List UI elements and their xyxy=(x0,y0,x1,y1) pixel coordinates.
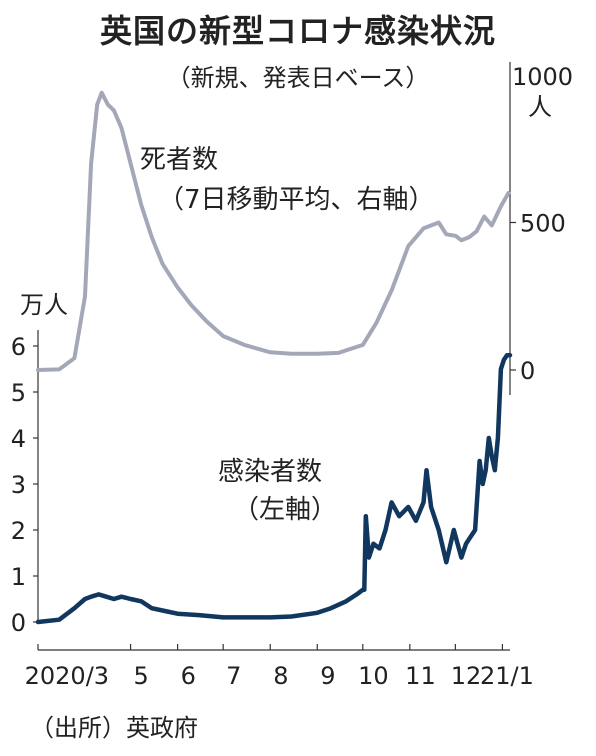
x-tick-label: 2020/3 xyxy=(25,662,109,690)
x-tick-label: 7 xyxy=(226,662,241,690)
left-tick-label: 2 xyxy=(11,517,26,545)
x-tick-label: 12 xyxy=(451,662,482,690)
deaths-series-label: 死者数 xyxy=(140,145,219,175)
cases-line xyxy=(35,352,513,625)
cases-series-label: 感染者数 xyxy=(218,457,323,487)
x-tick-label: 21/1 xyxy=(480,662,534,690)
right-axis-unit: 1000人 xyxy=(512,63,574,121)
x-tick-label: 9 xyxy=(320,662,335,690)
right-tick-label: 0 xyxy=(520,357,535,385)
x-tick-label: 8 xyxy=(273,662,288,690)
source-note: （出所）英政府 xyxy=(30,714,198,742)
chart-subtitle: （新規、発表日ベース） xyxy=(166,64,430,92)
x-tick-label: 6 xyxy=(181,662,196,690)
left-tick-label: 0 xyxy=(11,609,26,637)
x-tick-label: 5 xyxy=(134,662,149,690)
left-tick-label: 5 xyxy=(11,379,26,407)
left-tick-label: 6 xyxy=(11,333,26,361)
x-tick-label: 10 xyxy=(358,662,389,690)
left-tick-label: 1 xyxy=(11,563,26,591)
cases-series-note: （左軸） xyxy=(233,495,338,525)
chart-title: 英国の新型コロナ感染状況 xyxy=(99,12,496,50)
left-axis-unit: 万人 xyxy=(20,291,68,319)
x-tick-label: 11 xyxy=(405,662,436,690)
deaths-series-note: （7日移動平均、右軸） xyxy=(158,185,435,215)
left-tick-label: 3 xyxy=(11,471,26,499)
left-tick-label: 4 xyxy=(11,425,26,453)
deaths-line xyxy=(36,90,511,372)
right-tick-label: 500 xyxy=(520,210,566,238)
